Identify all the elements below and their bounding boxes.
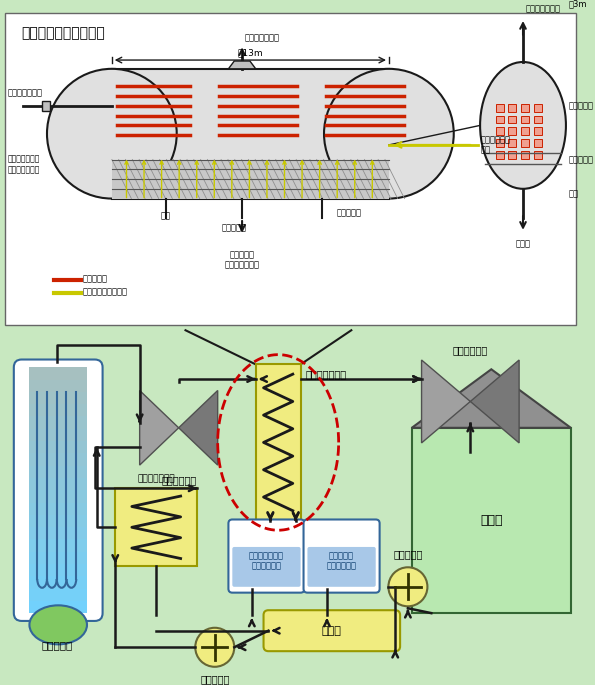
Bar (29, 601, 87, 613)
Text: ：加熱蒸気: ：加熱蒸気 (83, 274, 108, 283)
Bar (29, 429, 87, 441)
Bar (534, 104, 541, 112)
Bar (29, 539, 87, 551)
Text: 湿分分離器
ドレンタンクへ: 湿分分離器 ドレンタンクへ (224, 250, 259, 270)
Bar (29, 466, 87, 478)
Bar (29, 527, 87, 539)
Circle shape (389, 567, 427, 606)
Bar (29, 490, 87, 503)
Polygon shape (412, 369, 571, 428)
FancyBboxPatch shape (232, 547, 300, 587)
Text: 湿分分離加熱器構造図: 湿分分離加熱器構造図 (21, 26, 105, 40)
Text: 湿分分離加熱器: 湿分分離加熱器 (8, 155, 40, 164)
Bar (29, 503, 87, 515)
Bar (29, 367, 87, 379)
Bar (112, 160, 389, 199)
Polygon shape (228, 61, 256, 68)
Bar (521, 127, 529, 135)
Bar (534, 151, 541, 158)
Bar (29, 551, 87, 564)
Text: ドレン: ドレン (515, 240, 531, 249)
Bar (534, 127, 541, 135)
Bar (496, 104, 503, 112)
Bar (412, 428, 571, 613)
Text: 高圧タービン: 高圧タービン (161, 475, 196, 485)
Text: 蒸気整流板: 蒸気整流板 (337, 208, 362, 217)
Bar (496, 127, 503, 135)
Text: 天板: 天板 (161, 211, 171, 221)
FancyBboxPatch shape (14, 360, 102, 621)
Text: 蒸気発生器より: 蒸気発生器より (8, 88, 43, 97)
FancyBboxPatch shape (228, 519, 305, 593)
Text: 蒸気噴出口: 蒸気噴出口 (569, 101, 594, 110)
Bar (496, 139, 503, 147)
Text: 低圧タービンへ: 低圧タービンへ (245, 34, 280, 42)
Bar (534, 116, 541, 123)
Text: 復水ポンプ: 復水ポンプ (393, 549, 422, 560)
Text: 湿分分離加熱器
ドレンタンク: 湿分分離加熱器 ドレンタンク (249, 551, 284, 571)
FancyBboxPatch shape (264, 610, 400, 651)
Bar (29, 576, 87, 588)
Bar (29, 588, 87, 601)
Polygon shape (178, 390, 218, 465)
Bar (508, 116, 516, 123)
Ellipse shape (29, 606, 87, 645)
Bar (29, 515, 87, 527)
Bar (508, 104, 516, 112)
Polygon shape (422, 360, 470, 443)
Bar (115, 488, 197, 566)
Bar (508, 127, 516, 135)
Text: 給水ポンプ: 給水ポンプ (200, 675, 230, 684)
Text: 約13m: 約13m (237, 48, 263, 57)
Ellipse shape (324, 68, 454, 199)
Text: 蒸気噴出口: 蒸気噴出口 (222, 223, 247, 232)
Bar (29, 453, 87, 466)
Text: 高圧給水加熱器: 高圧給水加熱器 (137, 475, 175, 484)
Text: 湿分分離加熱器: 湿分分離加熱器 (305, 369, 347, 379)
Bar (29, 404, 87, 416)
Bar (496, 116, 503, 123)
Polygon shape (470, 360, 519, 443)
Bar (521, 104, 529, 112)
Text: 湿分分離器
ドレンタンク: 湿分分離器 ドレンタンク (327, 551, 356, 571)
Bar (29, 379, 87, 392)
Text: 蒸気発生器: 蒸気発生器 (41, 640, 73, 651)
Text: 天板: 天板 (569, 189, 579, 198)
Polygon shape (140, 390, 178, 465)
Bar (42, 101, 50, 111)
Bar (496, 151, 503, 158)
Bar (508, 139, 516, 147)
Bar (521, 151, 529, 158)
Text: 復水器: 復水器 (480, 514, 503, 527)
Bar (521, 116, 529, 123)
Text: 低圧タービン: 低圧タービン (453, 345, 488, 355)
Bar (521, 139, 529, 147)
Ellipse shape (480, 62, 566, 189)
Text: 低圧タービンへ: 低圧タービンへ (526, 4, 561, 13)
Text: 蒸気整流板: 蒸気整流板 (569, 155, 594, 164)
Text: 脱気器: 脱気器 (322, 625, 342, 636)
Text: 約3m: 約3m (569, 0, 587, 8)
Bar (29, 416, 87, 429)
Text: ：高圧タービン排気: ：高圧タービン排気 (83, 288, 128, 297)
Bar (508, 151, 516, 158)
Bar (256, 364, 300, 521)
FancyBboxPatch shape (308, 547, 375, 587)
Text: 高圧タービン
より: 高圧タービン より (481, 135, 511, 155)
Bar (29, 392, 87, 404)
Ellipse shape (47, 68, 177, 199)
FancyBboxPatch shape (112, 68, 389, 199)
Bar (29, 478, 87, 490)
FancyBboxPatch shape (303, 519, 380, 593)
Bar (29, 441, 87, 453)
Circle shape (195, 627, 234, 667)
Bar (5, 13, 576, 325)
Bar (534, 139, 541, 147)
Text: ドレンタンクへ: ドレンタンクへ (8, 165, 40, 175)
Bar (29, 564, 87, 576)
